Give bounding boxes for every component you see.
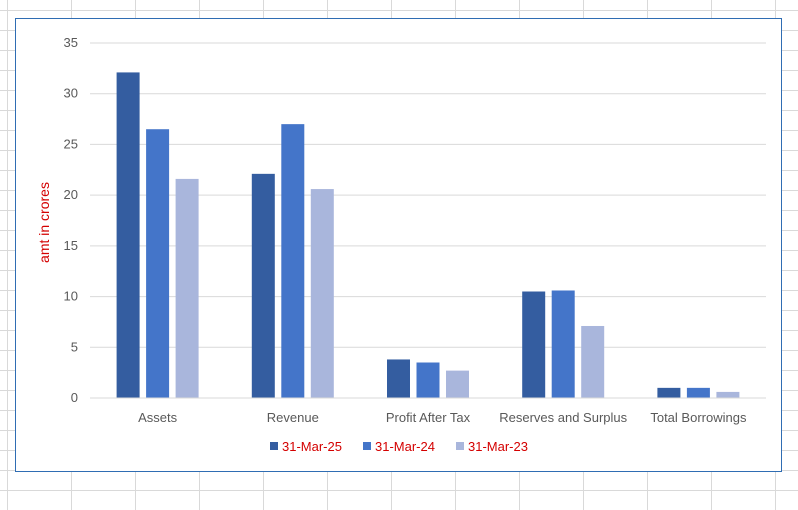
y-axis-ticks: 0 5 10 15 20 25 30 35 bbox=[64, 35, 78, 405]
chart-frame: 0 5 10 15 20 25 30 35 Assets Revenue Profit After… bbox=[15, 18, 782, 472]
y-axis-label: amt in crores bbox=[36, 182, 52, 263]
y-tick-label: 0 bbox=[71, 390, 78, 405]
bar bbox=[551, 290, 575, 398]
bar bbox=[446, 370, 469, 398]
bar bbox=[686, 387, 710, 398]
x-tick-label: Profit After Tax bbox=[386, 410, 471, 425]
y-tick-label: 30 bbox=[64, 86, 78, 101]
bar bbox=[416, 362, 440, 398]
bars bbox=[116, 72, 740, 399]
legend-swatch bbox=[363, 442, 371, 450]
x-tick-label: Reserves and Surplus bbox=[499, 410, 627, 425]
bar bbox=[116, 72, 140, 398]
bar bbox=[281, 124, 305, 399]
y-tick-label: 5 bbox=[71, 339, 78, 354]
y-tick-label: 25 bbox=[64, 136, 78, 151]
bar bbox=[387, 359, 410, 398]
bar bbox=[175, 178, 199, 398]
x-tick-label: Assets bbox=[138, 410, 178, 425]
bar bbox=[310, 189, 334, 398]
legend-swatch bbox=[456, 442, 464, 450]
x-axis-ticks: Assets Revenue Profit After Tax Reserves an… bbox=[138, 410, 747, 425]
legend: 31-Mar-25 31-Mar-24 31-Mar-23 bbox=[270, 439, 528, 454]
y-tick-label: 20 bbox=[64, 187, 78, 202]
y-tick-label: 35 bbox=[64, 35, 78, 50]
legend-label: 31-Mar-25 bbox=[282, 439, 342, 454]
bar bbox=[146, 129, 170, 398]
bar bbox=[251, 173, 275, 398]
legend-label: 31-Mar-23 bbox=[468, 439, 528, 454]
bar bbox=[581, 325, 605, 398]
legend-swatch bbox=[270, 442, 278, 450]
bar-chart: 0 5 10 15 20 25 30 35 Assets Revenue Profit After… bbox=[36, 35, 766, 454]
x-tick-label: Total Borrowings bbox=[650, 410, 747, 425]
gridlines bbox=[90, 42, 766, 348]
x-tick-label: Revenue bbox=[267, 410, 319, 425]
y-tick-label: 15 bbox=[64, 238, 78, 253]
bar bbox=[657, 387, 681, 398]
bar bbox=[716, 391, 740, 398]
y-tick-label: 10 bbox=[64, 289, 78, 304]
bar bbox=[522, 291, 546, 398]
legend-label: 31-Mar-24 bbox=[375, 439, 435, 454]
